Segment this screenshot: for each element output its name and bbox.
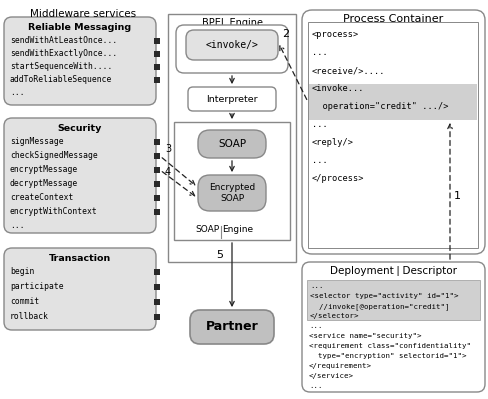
Text: Interpreter: Interpreter [206,95,258,103]
Text: Partner: Partner [205,320,258,334]
Text: 2: 2 [282,29,289,39]
Bar [154,195,160,201]
Text: ...: ... [309,323,323,329]
FancyBboxPatch shape [302,262,485,392]
Text: sendWithAtLeastOnce...: sendWithAtLeastOnce... [10,36,117,45]
Text: SOAP: SOAP [196,225,220,234]
Text: commit: commit [10,297,39,306]
Text: </service>: </service> [309,373,354,379]
Bar [154,299,160,305]
Bar [154,139,160,145]
Text: //invoke[@operation="credit"]: //invoke[@operation="credit"] [310,303,449,310]
Text: ...: ... [309,383,323,389]
FancyBboxPatch shape [4,118,156,233]
Text: ...: ... [312,156,328,165]
Text: createContext: createContext [10,193,73,202]
Text: 4: 4 [165,167,171,177]
Text: 3: 3 [165,144,171,154]
Bar [307,280,480,320]
Bar [308,22,478,248]
FancyBboxPatch shape [4,17,156,105]
FancyBboxPatch shape [198,130,266,158]
Text: Engine: Engine [222,225,253,234]
Text: </selector>: </selector> [310,313,360,319]
Text: </requirement>: </requirement> [309,363,372,369]
Text: SOAP: SOAP [218,139,246,149]
Text: checkSignedMessage: checkSignedMessage [10,151,98,160]
Text: <requirement class="confidentiality": <requirement class="confidentiality" [309,343,471,349]
FancyBboxPatch shape [302,10,485,254]
FancyBboxPatch shape [198,175,266,211]
Bar [174,122,290,240]
Text: <service name="security">: <service name="security"> [309,333,422,339]
Text: Encrypted
SOAP: Encrypted SOAP [209,183,255,203]
Text: Middleware services: Middleware services [30,9,136,19]
Text: signMessage: signMessage [10,137,63,146]
Text: ...: ... [10,88,24,97]
Text: encryptWithContext: encryptWithContext [10,207,98,216]
FancyBboxPatch shape [190,310,274,344]
Bar [154,314,160,320]
Bar [154,284,160,290]
Bar [154,269,160,275]
Text: Process Container: Process Container [344,14,444,24]
Text: begin: begin [10,267,34,276]
Text: decryptMessage: decryptMessage [10,179,78,188]
Text: type="encryption" selectorid="1">: type="encryption" selectorid="1"> [309,353,467,359]
Text: participate: participate [10,282,63,291]
FancyBboxPatch shape [4,248,156,330]
Text: ...: ... [312,120,328,129]
Bar [168,14,296,262]
Text: sendWithExactlyOnce...: sendWithExactlyOnce... [10,49,117,58]
Text: rollback: rollback [10,312,49,321]
Text: ...: ... [312,48,328,57]
FancyBboxPatch shape [176,25,288,73]
Text: startSequenceWith....: startSequenceWith.... [10,62,112,71]
FancyBboxPatch shape [188,87,276,111]
Text: <selector type="activity" id="1">: <selector type="activity" id="1"> [310,293,459,299]
Bar [154,38,160,44]
Text: <reply/>: <reply/> [312,138,354,147]
Text: </process>: </process> [312,174,365,183]
Text: 5: 5 [217,250,224,260]
Bar [154,64,160,70]
Bar [154,153,160,159]
Text: ...: ... [10,221,24,230]
Text: ...: ... [310,283,324,289]
Text: Deployment❘Descriptor: Deployment❘Descriptor [330,266,457,276]
Text: 1: 1 [454,191,461,201]
Bar [154,209,160,215]
Text: <receive/>....: <receive/>.... [312,66,386,75]
Bar [154,181,160,187]
Bar [154,51,160,57]
Text: <invoke...: <invoke... [312,84,365,93]
Text: addToReliableSequence: addToReliableSequence [10,75,112,84]
Text: operation="credit" .../>: operation="credit" .../> [312,102,448,111]
Bar [154,167,160,173]
FancyBboxPatch shape [186,30,278,60]
Text: Security: Security [58,124,102,133]
Text: Transaction: Transaction [49,254,111,263]
Bar [154,77,160,83]
Text: <process>: <process> [312,30,359,39]
Text: encryptMessage: encryptMessage [10,165,78,174]
Text: Reliable Messaging: Reliable Messaging [28,23,132,32]
Text: BPEL Engine: BPEL Engine [202,18,263,28]
Bar [309,84,477,120]
Text: <invoke/>: <invoke/> [205,40,259,50]
